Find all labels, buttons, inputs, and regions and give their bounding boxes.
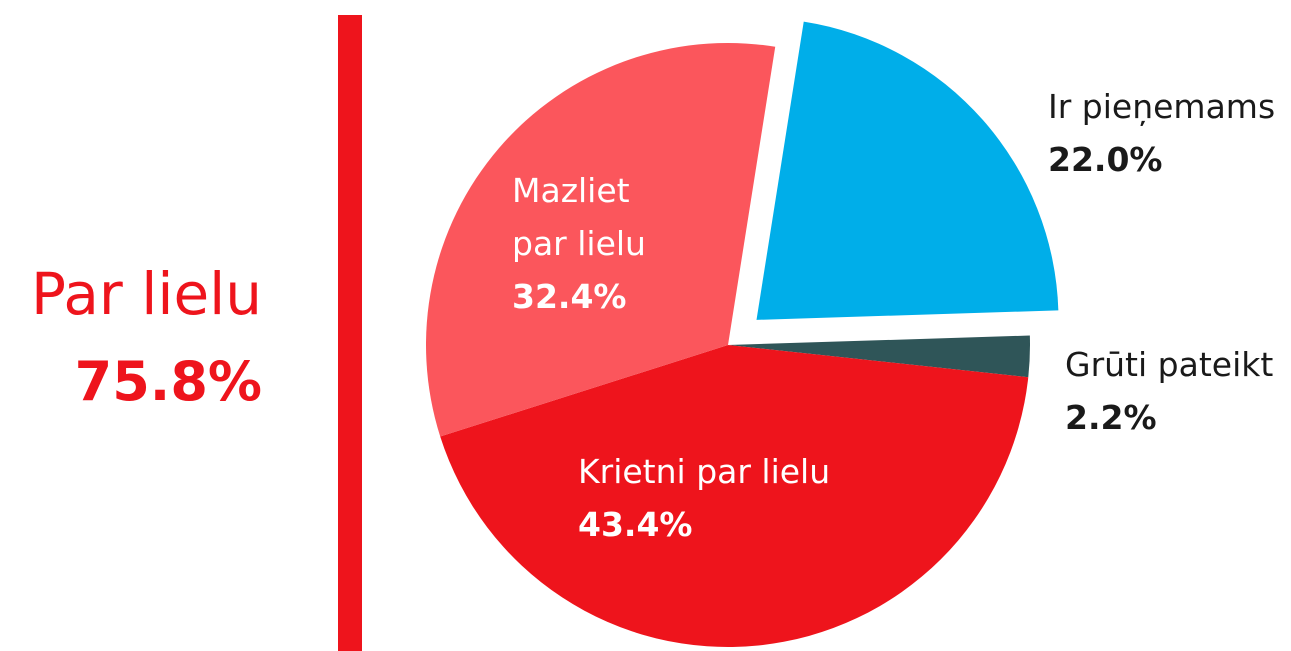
category-label: Mazliet par lielu xyxy=(512,171,646,263)
value-label: 2.2% xyxy=(1065,398,1157,437)
value-label: 43.4% xyxy=(578,505,693,544)
pie-slice xyxy=(440,345,1029,648)
category-label: Krietni par lielu xyxy=(578,452,831,491)
value-label: 32.4% xyxy=(512,277,627,316)
slice-label: Ir pieņemams 22.0% xyxy=(1048,80,1291,186)
pie-slice xyxy=(756,21,1059,320)
slice-label: Krietni par lielu 43.4% xyxy=(578,445,898,551)
slice-label: Mazliet par lielu 32.4% xyxy=(512,164,662,323)
value-label: 22.0% xyxy=(1048,140,1163,179)
category-label: Ir pieņemams xyxy=(1048,87,1276,126)
summary-label: Par lielu xyxy=(31,260,262,328)
divider xyxy=(338,15,362,651)
summary-value: 75.8% xyxy=(74,350,262,413)
slice-label: Grūti pateikt 2.2% xyxy=(1065,338,1291,444)
pie-slice xyxy=(426,43,776,437)
category-label: Grūti pateikt xyxy=(1065,345,1274,384)
pie-slice xyxy=(728,335,1030,378)
